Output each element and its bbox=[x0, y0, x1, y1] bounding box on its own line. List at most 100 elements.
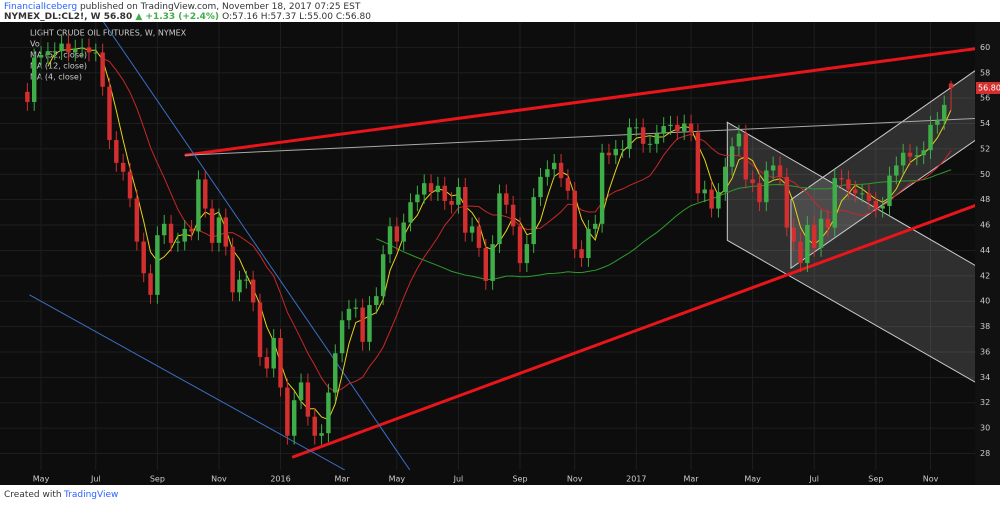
candle-body bbox=[777, 165, 783, 177]
candle-body bbox=[360, 307, 365, 342]
candle-body bbox=[839, 178, 844, 180]
candle-body bbox=[504, 193, 509, 205]
candle-body bbox=[456, 186, 461, 205]
candle-body bbox=[107, 86, 112, 141]
axis-bg bbox=[975, 22, 1000, 485]
candle-body bbox=[73, 48, 78, 53]
candle-body bbox=[627, 127, 632, 149]
x-tick-label: Jul bbox=[90, 475, 101, 484]
candle-body bbox=[832, 178, 837, 228]
x-tick-label: 2016 bbox=[270, 475, 290, 484]
candle-body bbox=[326, 392, 331, 434]
legend-volume: Vol bbox=[30, 40, 42, 49]
candle-body bbox=[114, 140, 119, 163]
candle-body bbox=[127, 171, 133, 199]
x-tick-label: Nov bbox=[211, 475, 227, 484]
candle-body bbox=[524, 244, 530, 264]
candle-body bbox=[264, 357, 270, 369]
candle-body bbox=[86, 47, 92, 53]
x-tick-label: Mar bbox=[684, 475, 700, 484]
candle-body bbox=[640, 127, 646, 144]
candle-body bbox=[853, 189, 858, 194]
y-tick-label: 30 bbox=[980, 424, 990, 433]
candle-body bbox=[723, 166, 728, 193]
y-tick-label: 38 bbox=[980, 322, 990, 331]
candle-body bbox=[175, 241, 181, 243]
candle-body bbox=[593, 223, 598, 229]
last-price-label: 56.80 bbox=[978, 83, 1000, 92]
candle-body bbox=[52, 51, 57, 53]
candle-body bbox=[367, 305, 372, 342]
x-tick-label: 2017 bbox=[626, 475, 646, 484]
candle-body bbox=[941, 104, 947, 121]
candle-body bbox=[333, 353, 338, 393]
candle-body bbox=[374, 296, 379, 306]
candle-body bbox=[654, 133, 660, 144]
symbol: NYMEX_DL:CL2!, W bbox=[4, 12, 101, 22]
candle-body bbox=[750, 179, 755, 184]
candle-body bbox=[866, 193, 872, 201]
candle-body bbox=[545, 169, 550, 177]
candle-body bbox=[634, 127, 639, 129]
candle-body bbox=[250, 279, 256, 303]
x-tick-label: Mar bbox=[335, 475, 351, 484]
candle-body bbox=[551, 162, 557, 170]
candle-body bbox=[237, 279, 242, 293]
candle-body bbox=[935, 120, 940, 125]
candle-body bbox=[716, 192, 721, 209]
candle-body bbox=[312, 416, 317, 436]
candle-body bbox=[223, 217, 229, 247]
x-tick-label: Jul bbox=[808, 475, 819, 484]
candle-body bbox=[900, 152, 906, 166]
candle-body bbox=[387, 226, 393, 255]
publish-line: FinancialIceberg published on TradingVie… bbox=[4, 2, 360, 12]
trend-line bbox=[29, 294, 346, 470]
candle-body bbox=[230, 246, 235, 293]
candle-body bbox=[668, 124, 673, 127]
candle-body bbox=[257, 302, 263, 358]
candle-body bbox=[353, 307, 359, 309]
candle-body bbox=[599, 152, 605, 224]
candle-body bbox=[319, 433, 324, 436]
candle-body bbox=[271, 338, 276, 369]
y-tick-label: 56 bbox=[980, 94, 990, 103]
y-tick-label: 32 bbox=[980, 398, 990, 407]
candle-body bbox=[285, 387, 290, 436]
candle-body bbox=[681, 123, 687, 132]
candle-body bbox=[675, 124, 680, 132]
legend: LIGHT CRUDE OIL FUTURES, W, NYMEX Vol MA… bbox=[30, 29, 187, 82]
last: 56.80 bbox=[103, 12, 133, 22]
candle-body bbox=[695, 132, 701, 194]
candle-body bbox=[209, 208, 215, 243]
y-tick-label: 28 bbox=[980, 449, 990, 458]
x-tick-label: Sep bbox=[512, 475, 527, 484]
candle-body bbox=[168, 223, 174, 243]
legend-entry: MA (52, close) bbox=[30, 51, 87, 60]
candle-body bbox=[825, 218, 831, 228]
candle-body bbox=[613, 148, 619, 156]
ohlc: O:57.16 H:57.37 L:55.00 C:56.80 bbox=[222, 12, 371, 22]
candle-body bbox=[873, 200, 879, 209]
brand[interactable]: TradingView bbox=[64, 490, 119, 500]
candle-body bbox=[66, 43, 71, 53]
candle-body bbox=[770, 165, 776, 171]
candle-body bbox=[497, 193, 502, 245]
candle-body bbox=[743, 133, 749, 180]
x-tick-label: Nov bbox=[567, 475, 583, 484]
candle-body bbox=[120, 162, 126, 172]
candle-body bbox=[196, 179, 201, 232]
candle-body bbox=[408, 202, 413, 223]
trend-line bbox=[184, 117, 975, 156]
candle-body bbox=[189, 228, 194, 232]
candle-body bbox=[565, 178, 571, 191]
candle-body bbox=[449, 200, 454, 205]
candle-body bbox=[894, 165, 899, 176]
candle-body bbox=[463, 186, 468, 233]
candle-body bbox=[572, 190, 577, 250]
candle-body bbox=[586, 228, 591, 259]
publisher[interactable]: FinancialIceberg bbox=[4, 2, 78, 12]
candle-body bbox=[305, 382, 311, 417]
candle-body bbox=[291, 400, 297, 436]
candle-body bbox=[161, 223, 167, 236]
moving-average bbox=[102, 57, 952, 393]
